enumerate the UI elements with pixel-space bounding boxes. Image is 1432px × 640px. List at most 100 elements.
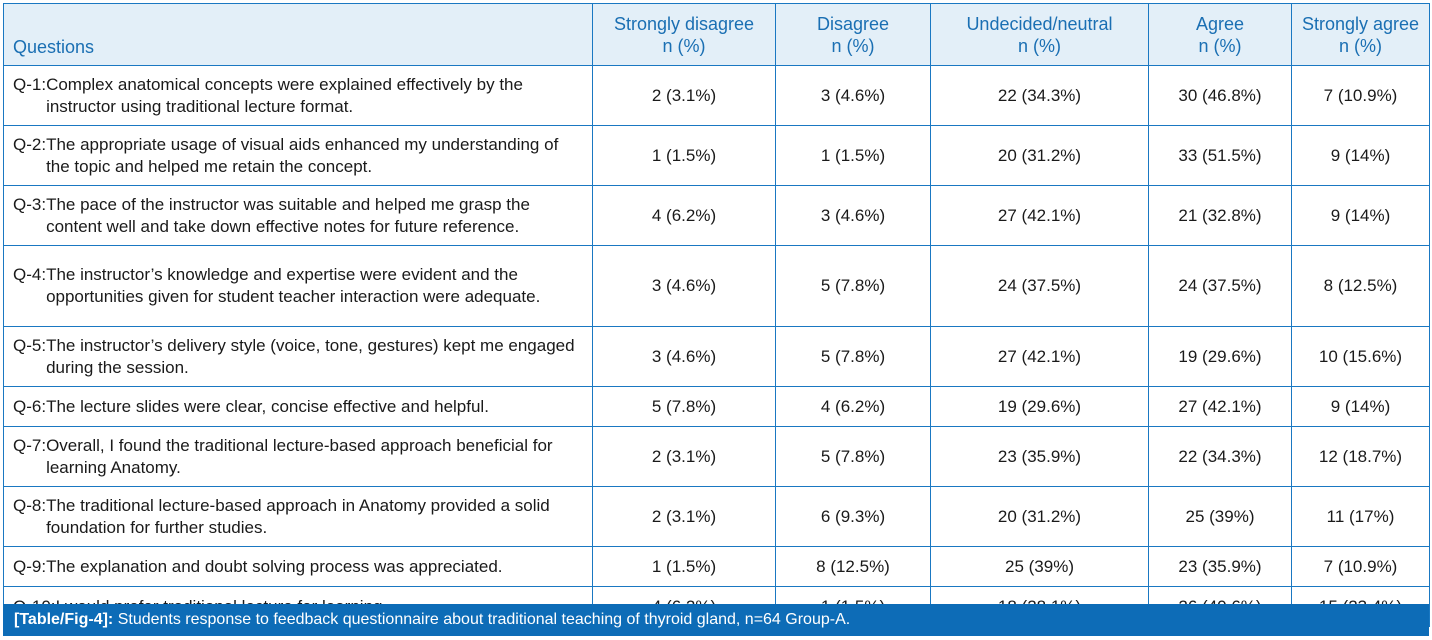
question-text: The instructor’s delivery style (voice, … [46, 335, 575, 377]
question-cell: Q-2: The appropriate usage of visual aids… [3, 125, 593, 186]
table-row: Q-3: The pace of the instructor was suita… [3, 185, 1430, 246]
value-cell: 9 (14%) [1291, 386, 1430, 427]
table-row: Q-2: The appropriate usage of visual aids… [3, 125, 1430, 186]
question-cell: Q-3: The pace of the instructor was suita… [3, 185, 593, 246]
value-cell: 11 (17%) [1291, 486, 1430, 547]
value-cell: 3 (4.6%) [775, 65, 931, 126]
value-cell: 6 (9.3%) [775, 486, 931, 547]
question-number: Q-1: [13, 74, 47, 94]
header-label: Strongly agree [1301, 13, 1420, 34]
value-cell: 4 (6.2%) [775, 386, 931, 427]
value-cell: 27 (42.1%) [1148, 386, 1292, 427]
table-row: Q-5: The instructor’s delivery style (voi… [3, 326, 1430, 387]
header-strongly-disagree: Strongly disagree n (%) [592, 3, 776, 66]
question-number: Q-2: [13, 134, 47, 154]
question-cell: Q-5: The instructor’s delivery style (voi… [3, 326, 593, 387]
header-undecided: Undecided/neutral n (%) [930, 3, 1149, 66]
question-cell: Q-6: The lecture slides were clear, conci… [3, 386, 593, 427]
caption-text: Students response to feedback questionna… [113, 611, 851, 628]
question-text: Overall, I found the traditional lecture… [46, 435, 553, 477]
value-cell: 19 (29.6%) [1148, 326, 1292, 387]
value-cell: 5 (7.8%) [592, 386, 776, 427]
value-cell: 8 (12.5%) [1291, 245, 1430, 327]
question-number: Q-8: [13, 495, 47, 515]
header-label: Undecided/neutral [966, 13, 1113, 34]
value-cell: 7 (10.9%) [1291, 65, 1430, 126]
value-cell: 33 (51.5%) [1148, 125, 1292, 186]
value-cell: 1 (1.5%) [775, 125, 931, 186]
value-cell: 22 (34.3%) [930, 65, 1149, 126]
value-cell: 7 (10.9%) [1291, 546, 1430, 587]
value-cell: 25 (39%) [930, 546, 1149, 587]
value-cell: 20 (31.2%) [930, 125, 1149, 186]
value-cell: 2 (3.1%) [592, 426, 776, 487]
value-cell: 3 (4.6%) [592, 245, 776, 327]
value-cell: 9 (14%) [1291, 125, 1430, 186]
value-cell: 30 (46.8%) [1148, 65, 1292, 126]
value-cell: 27 (42.1%) [930, 185, 1149, 246]
question-cell: Q-4: The instructor’s knowledge and exper… [3, 245, 593, 327]
survey-table: Questions Strongly disagree n (%) Disagre… [3, 3, 1430, 627]
value-cell: 19 (29.6%) [930, 386, 1149, 427]
value-cell: 3 (4.6%) [775, 185, 931, 246]
value-cell: 4 (6.2%) [592, 185, 776, 246]
value-cell: 22 (34.3%) [1148, 426, 1292, 487]
header-unit: n (%) [1338, 35, 1382, 56]
value-cell: 9 (14%) [1291, 185, 1430, 246]
question-text: Complex anatomical concepts were explain… [46, 74, 523, 116]
question-cell: Q-7: Overall, I found the traditional lec… [3, 426, 593, 487]
question-number: Q-3: [13, 194, 47, 214]
question-text: The lecture slides were clear, concise e… [46, 396, 489, 416]
value-cell: 5 (7.8%) [775, 245, 931, 327]
value-cell: 5 (7.8%) [775, 326, 931, 387]
question-number: Q-4: [13, 265, 47, 284]
header-strongly-agree: Strongly agree n (%) [1291, 3, 1430, 66]
value-cell: 25 (39%) [1148, 486, 1292, 547]
value-cell: 1 (1.5%) [592, 546, 776, 587]
value-cell: 10 (15.6%) [1291, 326, 1430, 387]
value-cell: 2 (3.1%) [592, 65, 776, 126]
question-text: The explanation and doubt solving proces… [46, 556, 503, 576]
value-cell: 24 (37.5%) [930, 245, 1149, 327]
header-label: Strongly disagree [613, 13, 755, 34]
header-disagree: Disagree n (%) [775, 3, 931, 66]
figure-caption: [Table/Fig-4]: Students response to feed… [3, 604, 1429, 636]
header-unit: n (%) [1017, 35, 1061, 56]
value-cell: 20 (31.2%) [930, 486, 1149, 547]
value-cell: 12 (18.7%) [1291, 426, 1430, 487]
question-number: Q-6: [13, 396, 47, 416]
header-row: Questions Strongly disagree n (%) Disagre… [3, 3, 1430, 66]
header-label: Agree [1195, 13, 1245, 34]
header-unit: n (%) [662, 35, 706, 56]
question-text: The traditional lecture-based approach i… [46, 495, 550, 537]
table-row: Q-9: The explanation and doubt solving pr… [3, 546, 1430, 587]
value-cell: 27 (42.1%) [930, 326, 1149, 387]
value-cell: 21 (32.8%) [1148, 185, 1292, 246]
question-text: The instructor’s knowledge and expertise… [46, 265, 541, 306]
value-cell: 24 (37.5%) [1148, 245, 1292, 327]
value-cell: 5 (7.8%) [775, 426, 931, 487]
value-cell: 8 (12.5%) [775, 546, 931, 587]
table-row: Q-4: The instructor’s knowledge and exper… [3, 245, 1430, 327]
table-row: Q-7: Overall, I found the traditional lec… [3, 426, 1430, 487]
table-row: Q-6: The lecture slides were clear, conci… [3, 386, 1430, 427]
question-text: The pace of the instructor was suitable … [46, 194, 530, 236]
value-cell: 3 (4.6%) [592, 326, 776, 387]
value-cell: 23 (35.9%) [1148, 546, 1292, 587]
table-row: Q-8: The traditional lecture-based approa… [3, 486, 1430, 547]
question-text: The appropriate usage of visual aids enh… [46, 134, 559, 176]
question-number: Q-7: [13, 435, 47, 455]
question-number: Q-5: [13, 335, 47, 355]
header-questions: Questions [3, 3, 593, 66]
caption-label: [Table/Fig-4]: [14, 611, 114, 628]
question-number: Q-9: [13, 556, 47, 576]
value-cell: 23 (35.9%) [930, 426, 1149, 487]
question-cell: Q-9: The explanation and doubt solving pr… [3, 546, 593, 587]
question-cell: Q-8: The traditional lecture-based approa… [3, 486, 593, 547]
table-row: Q-1: Complex anatomical concepts were exp… [3, 65, 1430, 126]
header-unit: n (%) [831, 35, 875, 56]
header-unit: n (%) [1198, 35, 1242, 56]
value-cell: 2 (3.1%) [592, 486, 776, 547]
header-agree: Agree n (%) [1148, 3, 1292, 66]
